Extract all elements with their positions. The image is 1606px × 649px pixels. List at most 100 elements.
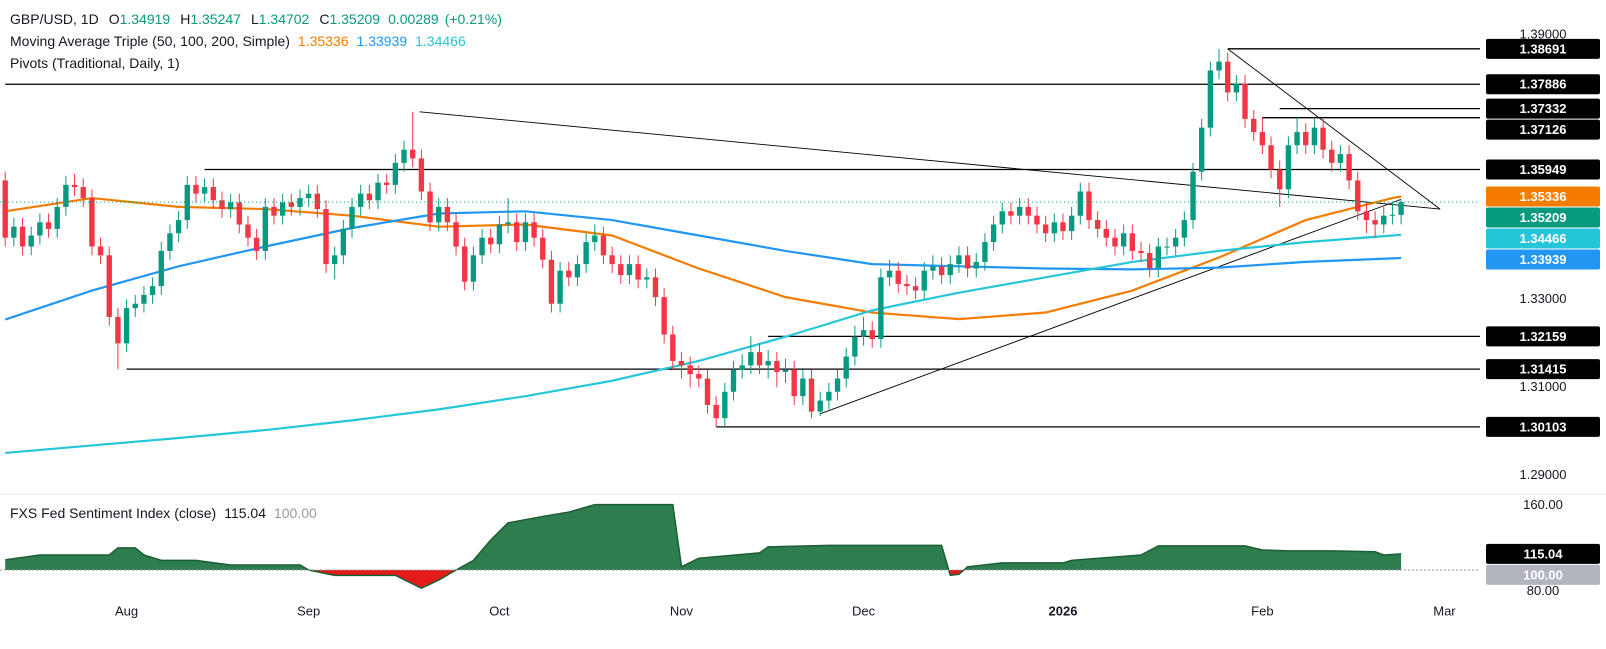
indicator-title: FXS Fed Sentiment Index (close): [10, 505, 216, 521]
pivot-title: Pivots (Traditional, Daily, 1): [10, 55, 180, 71]
candle-body: [37, 222, 43, 236]
price-label: 100.00: [1523, 567, 1563, 582]
candle-body: [158, 250, 164, 287]
candle-body: [63, 184, 69, 207]
price-label: 1.35949: [1520, 162, 1567, 177]
price-label-box: [1486, 186, 1600, 207]
candle-body: [19, 226, 26, 247]
ma-value: 1.33939: [357, 33, 408, 49]
candle-body: [1225, 61, 1231, 93]
candle-body: [436, 206, 442, 223]
candle-body: [401, 149, 407, 163]
candle-body: [1146, 253, 1153, 269]
candle-body: [1103, 228, 1110, 238]
candle-body: [1329, 149, 1335, 163]
price-label: 1.37332: [1520, 101, 1567, 116]
candle-body: [227, 202, 234, 210]
price-label-box: [1486, 38, 1600, 59]
candle-body: [349, 206, 355, 229]
candle-body: [1008, 211, 1014, 216]
price-label-box: [1486, 74, 1600, 95]
x-tick-label: Mar: [1433, 603, 1456, 618]
candle-body: [201, 187, 208, 194]
candle-body: [1077, 191, 1083, 216]
price-label-box: [1486, 228, 1600, 249]
y-tick-label: 1.33000: [1520, 291, 1567, 306]
candle-body: [1207, 70, 1214, 128]
ma-title: Moving Average Triple (50, 100, 200, Sim…: [10, 33, 290, 49]
candle-body: [540, 237, 546, 260]
ma-value: 1.35336: [298, 33, 349, 49]
candle-body: [89, 198, 95, 247]
moving-average-line: [4, 210, 1402, 321]
candle-body: [184, 184, 190, 221]
candle-body: [1042, 224, 1049, 234]
legend-line: Moving Average Triple (50, 100, 200, Sim…: [10, 33, 466, 49]
candle-body: [297, 198, 303, 207]
candle-body: [54, 206, 60, 229]
price-label: 1.37126: [1520, 122, 1567, 137]
candle-body: [878, 277, 884, 339]
candle-body: [1294, 132, 1300, 146]
candle-body: [557, 270, 563, 304]
candle-body: [1198, 127, 1205, 172]
candle-body: [990, 224, 997, 243]
candle-body: [791, 369, 797, 397]
candle-body: [904, 283, 910, 287]
candle-body: [496, 224, 503, 245]
candle-body: [236, 202, 242, 225]
candle-body: [1164, 246, 1170, 248]
y-tick-label: 1.39000: [1520, 27, 1567, 42]
candle-body: [592, 235, 598, 243]
candle-body: [132, 303, 138, 309]
candle-body: [618, 264, 624, 276]
candle-body: [71, 184, 78, 188]
candle-body: [80, 187, 86, 199]
candle-body: [1051, 222, 1057, 234]
candle-body: [262, 206, 268, 251]
price-label-box: [1486, 564, 1600, 585]
candle-body: [912, 286, 919, 291]
candle-body: [1372, 220, 1378, 225]
indicator-value: 115.04: [224, 505, 266, 521]
candle-body: [1259, 132, 1266, 146]
candle-body: [375, 182, 381, 201]
candle-body: [470, 255, 477, 282]
candle-body: [670, 334, 676, 361]
area-fill-negative: [5, 570, 1402, 589]
area-line: [5, 503, 1402, 590]
candle-body: [1337, 154, 1344, 163]
candle-body: [427, 191, 433, 223]
candle-body: [271, 206, 277, 216]
candle-body: [1251, 118, 1257, 133]
candle-body: [1381, 215, 1387, 225]
candle-body: [462, 246, 468, 282]
candle-body: [279, 202, 286, 216]
candle-body: [1034, 215, 1040, 225]
candle-body: [765, 360, 771, 366]
candle-body: [1398, 202, 1404, 215]
price-label: 1.38691: [1520, 41, 1567, 56]
candle-body: [583, 242, 589, 265]
candle-body: [123, 308, 130, 344]
candle-body: [1233, 83, 1240, 93]
candle-body: [722, 391, 728, 419]
legend-line: Pivots (Traditional, Daily, 1): [10, 55, 180, 71]
candle-body: [938, 266, 945, 276]
price-label-box: [1486, 119, 1600, 140]
candle-body: [600, 235, 607, 256]
price-label: 1.35336: [1520, 189, 1567, 204]
candle-body: [921, 270, 927, 291]
candle-body: [1060, 222, 1066, 232]
candle-body: [782, 369, 789, 372]
candle-body: [1285, 145, 1292, 190]
candle-body: [28, 235, 34, 247]
price-label: 1.32159: [1520, 329, 1567, 344]
x-tick-label: Sep: [297, 603, 320, 618]
candle-body: [635, 264, 641, 280]
candle-body: [774, 360, 780, 372]
ohlc-field-value: 1.34919: [120, 11, 171, 27]
candle-body: [418, 158, 425, 192]
ohlc-field-label: L: [251, 11, 259, 27]
candle-body: [609, 255, 615, 265]
